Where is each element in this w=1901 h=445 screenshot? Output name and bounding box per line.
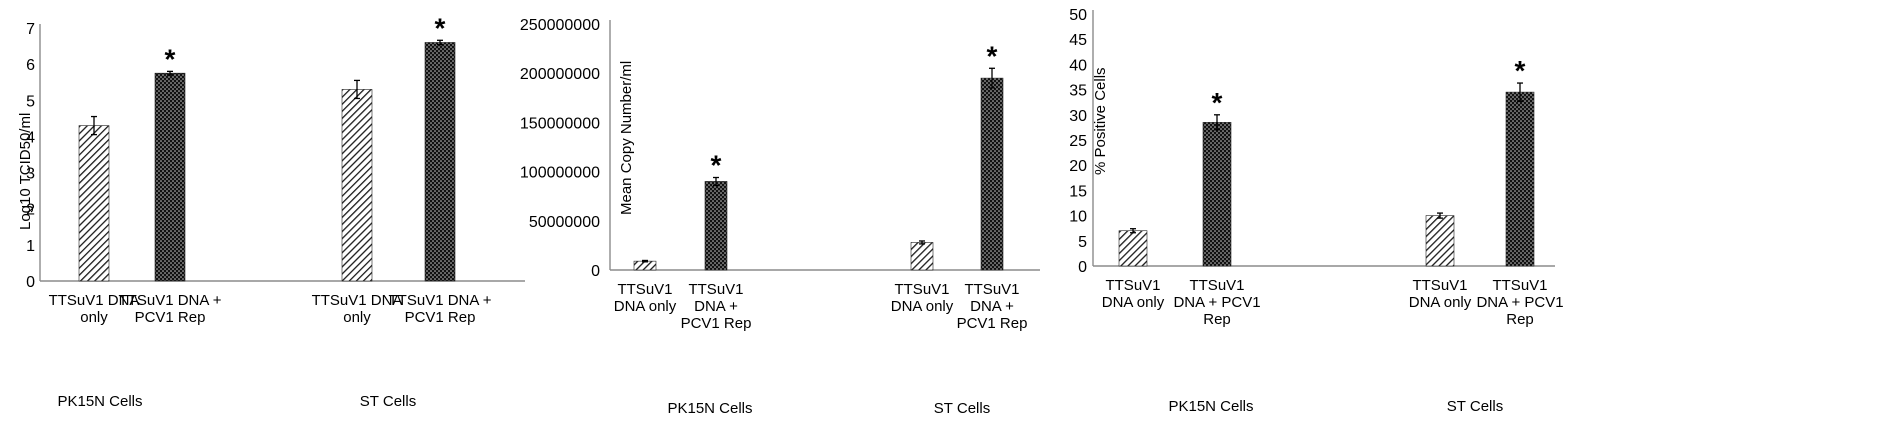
- y-tick-label: 1: [26, 238, 35, 255]
- y-tick-label: 15: [1069, 183, 1087, 200]
- category-label: TTSuV1 DNA only: [614, 281, 677, 315]
- y-tick-label: 50: [1069, 7, 1087, 24]
- y-tick-label: 50000000: [529, 214, 600, 231]
- error-bar: [642, 259, 648, 263]
- y-tick-label: 200000000: [520, 66, 600, 83]
- category-label: TTSuV1 DNA + PCV1 Rep: [681, 281, 752, 332]
- y-tick-label: 7: [26, 21, 35, 38]
- y-tick-label: 4: [26, 129, 35, 146]
- error-bar: [1437, 212, 1443, 219]
- error-bar: [354, 79, 360, 100]
- group-label: PK15N Cells: [1168, 398, 1253, 415]
- group-label: ST Cells: [360, 393, 416, 410]
- group-label: PK15N Cells: [667, 400, 752, 417]
- y-tick-label: 45: [1069, 32, 1087, 49]
- y-tick-label: 5: [1078, 234, 1087, 251]
- significance-marker: *: [435, 12, 446, 43]
- group-label: ST Cells: [1447, 398, 1503, 415]
- bar: [1505, 91, 1535, 267]
- category-label: TTSuV1 DNA + PCV1 Rep: [1476, 277, 1563, 328]
- category-label: TTSuV1 DNA + PCV1 Rep: [389, 292, 492, 326]
- bar: [341, 89, 373, 282]
- significance-marker: *: [1515, 55, 1526, 86]
- bar: [1202, 122, 1232, 267]
- y-tick-label: 250000000: [520, 17, 600, 34]
- y-tick-label: 6: [26, 57, 35, 74]
- error-bar: [1214, 114, 1220, 131]
- bar: [78, 125, 110, 282]
- y-tick-label: 3: [26, 166, 35, 183]
- bar: [1425, 215, 1455, 267]
- error-bar: [1130, 228, 1136, 234]
- bar: [1118, 230, 1148, 267]
- error-bar: [1517, 82, 1523, 102]
- category-label: TTSuV1 DNA + PCV1 Rep: [119, 292, 222, 326]
- y-tick-label: 30: [1069, 108, 1087, 125]
- category-label: TTSuV1 DNA only: [891, 281, 954, 315]
- error-bar: [919, 240, 925, 245]
- category-label: TTSuV1 DNA only: [1102, 277, 1165, 311]
- y-axis-title: % Positive Cells: [1092, 67, 1109, 175]
- y-tick-label: 20: [1069, 158, 1087, 175]
- y-tick-label: 5: [26, 93, 35, 110]
- group-label: PK15N Cells: [57, 393, 142, 410]
- error-bar: [989, 67, 995, 89]
- y-tick-label: 0: [591, 263, 600, 280]
- bar: [154, 72, 186, 282]
- chart-panel-3: 0 5 10 15 20 25 30 35 40 45 50 % Positive Cells TTSu…: [1069, 7, 1563, 415]
- category-label: TTSuV1 DNA only: [312, 292, 403, 326]
- significance-marker: *: [1212, 87, 1223, 118]
- y-tick-label: 0: [1078, 259, 1087, 276]
- y-tick-label: 25: [1069, 133, 1087, 150]
- chart-panel-2: 0 50000000 100000000 150000000 200000000 2500…: [520, 17, 1040, 417]
- category-label: TTSuV1 DNA + PCV1 Rep: [957, 281, 1028, 332]
- y-tick-label: 35: [1069, 83, 1087, 100]
- y-axis-title: Log10 TCID50/ml: [17, 113, 34, 230]
- significance-marker: *: [987, 40, 998, 71]
- y-axis-title: Mean Copy Number/ml: [618, 61, 635, 215]
- y-tick-label: 100000000: [520, 165, 600, 182]
- bar: [704, 181, 728, 271]
- bar: [910, 242, 934, 271]
- significance-marker: *: [165, 43, 176, 74]
- y-tick-label: 150000000: [520, 115, 600, 132]
- error-bar: [167, 70, 173, 76]
- y-tick-label: 2: [26, 202, 35, 219]
- error-bar: [437, 39, 443, 46]
- category-label: TTSuV1 DNA only: [49, 292, 140, 326]
- chart-panel-1: 0 1 2 3 4 5 6 7 Log10 TCID50/ml TTSuV1 DNA only * TT…: [17, 12, 525, 410]
- error-bar: [713, 176, 719, 187]
- error-bar: [91, 115, 97, 136]
- y-tick-label: 40: [1069, 57, 1087, 74]
- bar: [424, 42, 456, 282]
- significance-marker: *: [711, 150, 722, 181]
- y-tick-label: 10: [1069, 209, 1087, 226]
- y-tick-label: 0: [26, 274, 35, 291]
- category-label: TTSuV1 DNA only: [1409, 277, 1472, 311]
- bar: [980, 77, 1004, 271]
- category-label: TTSuV1 DNA + PCV1 Rep: [1173, 277, 1260, 328]
- group-label: ST Cells: [934, 400, 990, 417]
